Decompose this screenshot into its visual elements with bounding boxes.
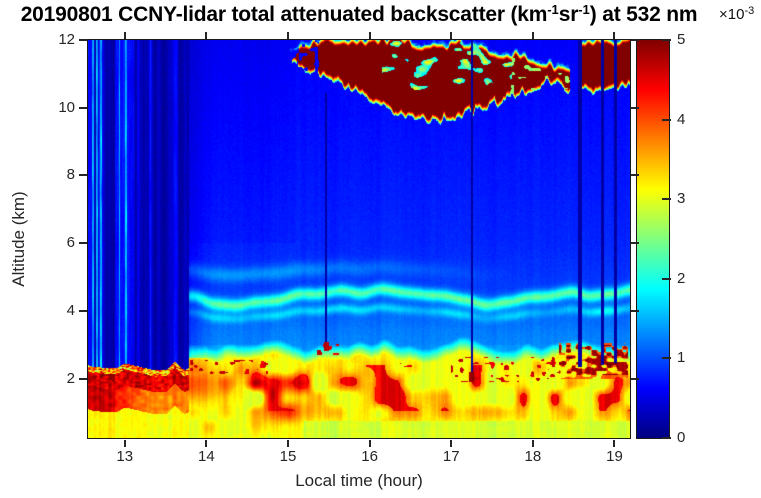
colorbar-canvas xyxy=(637,40,669,438)
x-axis-label: Local time (hour) xyxy=(295,471,423,490)
y-tick-label: 6 xyxy=(66,234,75,252)
y-tick-mark-right xyxy=(631,377,639,380)
colorbar-scale-label: ×10-3 xyxy=(719,5,754,23)
plot-area xyxy=(87,39,631,439)
colorbar-tick-mark xyxy=(662,198,671,201)
scale-sup: -3 xyxy=(744,5,755,17)
x-tick-label: 14 xyxy=(198,448,215,465)
y-tick-mark-right xyxy=(631,39,639,41)
x-tick-mark-top xyxy=(123,32,126,39)
x-tick-mark-top xyxy=(450,32,453,39)
x-tick-mark xyxy=(368,440,371,447)
x-tick-label: 15 xyxy=(279,448,297,465)
x-tick-label: 13 xyxy=(116,448,134,465)
x-tick-label: 16 xyxy=(361,448,378,465)
x-tick-label: 17 xyxy=(442,448,460,465)
x-tick-mark-top xyxy=(613,32,616,39)
y-tick-mark-right xyxy=(631,242,639,245)
y-tick-mark xyxy=(79,106,87,109)
x-tick-mark xyxy=(205,440,208,447)
x-tick-mark xyxy=(531,440,534,447)
y-tick-mark-right xyxy=(631,106,639,109)
y-tick-label: 8 xyxy=(66,166,75,184)
title-segment: sr xyxy=(558,3,579,26)
colorbar-tick-mark xyxy=(662,357,671,360)
y-tick-label: 4 xyxy=(66,301,75,319)
colorbar xyxy=(636,39,670,439)
y-tick-label: 10 xyxy=(58,98,75,116)
y-tick-mark xyxy=(79,377,87,380)
colorbar-tick-mark xyxy=(662,118,671,121)
colorbar-tick-mark xyxy=(662,39,671,41)
x-tick-mark-top xyxy=(368,32,371,39)
heatmap-canvas xyxy=(88,40,630,438)
colorbar-tick-label: 2 xyxy=(677,269,686,287)
x-tick-mark-top xyxy=(286,32,289,39)
x-tick-mark xyxy=(286,440,289,447)
colorbar-tick-mark xyxy=(662,277,671,280)
y-tick-label: 2 xyxy=(66,369,75,387)
y-tick-mark xyxy=(79,309,87,312)
x-tick-mark xyxy=(613,440,616,447)
colorbar-tick-label: 4 xyxy=(677,110,686,128)
y-tick-mark xyxy=(79,174,87,177)
x-tick-mark-top xyxy=(205,32,208,39)
y-tick-mark-right xyxy=(631,174,639,177)
colorbar-tick-label: 1 xyxy=(677,349,686,367)
scale-segment: ×10 xyxy=(719,6,745,23)
colorbar-tick-mark xyxy=(662,437,671,439)
x-tick-label: 18 xyxy=(524,448,542,465)
title-segment: ) at 532 nm xyxy=(589,3,698,26)
y-axis-label: Altitude (km) xyxy=(9,191,28,287)
y-tick-mark xyxy=(79,242,87,245)
y-tick-label: 12 xyxy=(58,31,75,48)
chart-title: 20190801 CCNY-lidar total attenuated bac… xyxy=(21,2,698,27)
title-sup: -1 xyxy=(547,2,559,17)
colorbar-tick-label: 0 xyxy=(677,429,686,446)
colorbar-tick-label: 5 xyxy=(677,31,686,48)
x-tick-mark-top xyxy=(531,32,534,39)
x-tick-label: 19 xyxy=(606,448,623,465)
x-tick-mark xyxy=(123,440,126,447)
title-segment: 20190801 CCNY-lidar total attenuated bac… xyxy=(20,3,548,26)
colorbar-tick-label: 3 xyxy=(677,190,686,208)
y-tick-mark xyxy=(79,39,87,41)
x-tick-mark xyxy=(450,440,453,447)
title-sup: -1 xyxy=(578,2,590,17)
y-tick-mark-right xyxy=(631,309,639,312)
